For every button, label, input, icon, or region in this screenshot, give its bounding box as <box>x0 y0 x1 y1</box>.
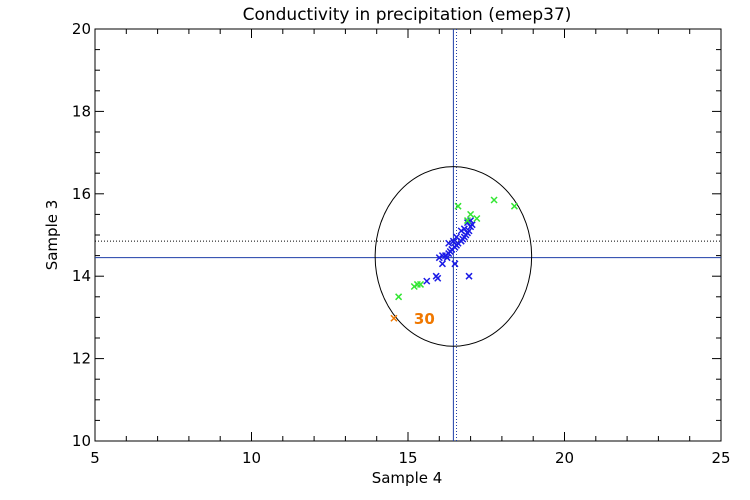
scatter-point-green <box>410 282 418 291</box>
scatter-point-blue <box>449 237 457 245</box>
scatter-point-blue <box>463 219 472 227</box>
x-tick-label: 5 <box>90 449 100 467</box>
scatter-point-blue <box>423 277 431 285</box>
outlier-label: 30 <box>414 310 435 328</box>
scatter-point-blue <box>457 227 465 235</box>
scatter-point-green <box>454 202 462 210</box>
y-tick-label: 18 <box>72 102 91 120</box>
y-tick-label: 14 <box>72 267 91 285</box>
scatter-point-green <box>467 210 475 218</box>
scatter-point-blue <box>451 260 459 268</box>
plot-frame <box>94 28 722 442</box>
x-tick-label: 20 <box>555 449 574 467</box>
scatter-point-orange <box>390 314 398 322</box>
y-tick-label: 20 <box>72 20 91 38</box>
chart-title: Conductivity in precipitation (emep37) <box>243 5 572 25</box>
scatter-point-blue <box>434 274 442 282</box>
x-tick-label: 15 <box>398 449 417 467</box>
scatter-point-green <box>473 214 481 223</box>
scatter-point-blue <box>465 227 473 235</box>
x-tick-label: 25 <box>711 449 730 467</box>
x-axis-title: Sample 4 <box>372 469 443 487</box>
scatter-point-blue <box>443 254 451 262</box>
scatter-point-blue <box>438 260 446 268</box>
scatter-point-blue <box>435 254 443 262</box>
confidence-ellipse <box>374 166 533 347</box>
scatter-point-green <box>463 217 472 225</box>
y-tick-label: 12 <box>72 350 91 368</box>
scatter-point-green <box>395 293 403 301</box>
scatter-point-green <box>510 202 518 210</box>
y-axis-title: Sample 3 <box>43 200 61 271</box>
y-tick-label: 16 <box>72 185 91 203</box>
scatter-point-green <box>416 280 425 288</box>
scatter-point-blue <box>465 272 473 280</box>
scatter-point-green <box>490 196 498 204</box>
x-tick-label: 10 <box>242 449 261 467</box>
scatter-point-blue <box>460 225 468 233</box>
y-tick-label: 10 <box>72 432 91 450</box>
scatter-point-blue <box>445 239 453 247</box>
